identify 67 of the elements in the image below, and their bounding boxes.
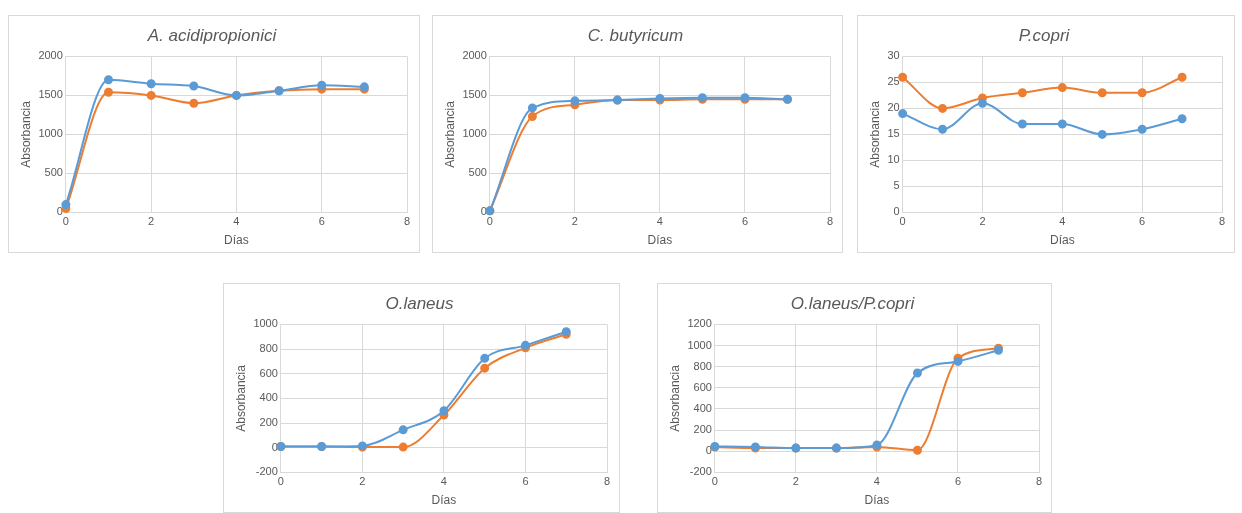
x-tick-label: 6 (522, 475, 529, 488)
y-tick-label: 600 (259, 366, 278, 379)
chart-title: P.copri (1018, 25, 1071, 45)
chart-title: C. butyricum (587, 25, 684, 45)
y-tick-label: -200 (255, 465, 278, 478)
y-tick-label: 500 (44, 166, 63, 179)
y-tick-label: 0 (893, 205, 900, 218)
y-tick-label: 15 (887, 127, 900, 140)
y-tick-label: 1000 (687, 338, 712, 351)
y-tick-label: 800 (693, 359, 712, 372)
chart-title: A. acidipropionici (146, 25, 278, 45)
y-tick-label: 0 (480, 205, 487, 218)
x-tick-label: 2 (792, 475, 799, 488)
y-axis-title: Absorbancia (233, 364, 248, 432)
y-axis-title: Absorbancia (867, 100, 882, 168)
x-tick-label: 2 (979, 215, 986, 228)
chart-title: O.laneus (385, 293, 455, 313)
x-tick-label: 8 (403, 215, 411, 228)
x-axis-title: Días (647, 233, 673, 248)
y-tick-label: 500 (468, 166, 487, 179)
x-axis-title: Días (1049, 233, 1075, 248)
y-tick-label: 0 (705, 444, 712, 457)
y-axis-title: Absorbancia (442, 100, 457, 168)
x-tick-label: 6 (318, 215, 325, 228)
x-axis-title: Días (224, 233, 249, 248)
y-tick-label: 20 (887, 101, 900, 114)
y-tick-label: 600 (693, 380, 712, 393)
y-tick-label: 1200 (687, 317, 712, 330)
x-tick-label: 6 (954, 475, 962, 488)
y-tick-label: 1500 (462, 88, 487, 101)
y-tick-label: 400 (259, 391, 278, 404)
x-tick-label: 4 (873, 475, 880, 488)
y-tick-label: -200 (689, 465, 712, 478)
x-axis-title: Días (431, 493, 457, 508)
x-tick-label: 2 (359, 475, 366, 488)
x-tick-label: 4 (1059, 215, 1066, 228)
y-tick-label: 10 (887, 153, 900, 166)
y-tick-label: 0 (271, 440, 278, 453)
y-tick-label: 1500 (38, 88, 63, 101)
y-tick-label: 2000 (462, 49, 487, 62)
y-tick-label: 30 (887, 49, 900, 62)
y-tick-label: 400 (693, 402, 712, 414)
x-tick-label: 2 (571, 215, 578, 228)
chart-title: O.laneus/P.copri (790, 293, 916, 313)
y-tick-label: 5 (893, 179, 900, 192)
x-tick-label: 8 (1218, 215, 1226, 228)
x-tick-label: 4 (440, 475, 447, 488)
y-axis-title: Absorbancia (667, 364, 682, 432)
y-tick-label: 1000 (38, 127, 63, 140)
x-tick-label: 4 (656, 215, 663, 228)
y-tick-label: 1000 (462, 127, 487, 140)
y-tick-label: 200 (259, 416, 278, 429)
x-tick-label: 8 (826, 215, 834, 228)
y-tick-label: 25 (887, 75, 900, 88)
x-tick-label: 4 (233, 215, 240, 228)
x-axis-title: Días (864, 493, 890, 508)
x-tick-label: 6 (1139, 215, 1146, 228)
x-tick-label: 8 (1035, 475, 1043, 488)
y-axis-title: Absorbancia (18, 100, 33, 168)
x-tick-label: 6 (741, 215, 749, 228)
y-tick-label: 1000 (253, 317, 278, 330)
y-tick-label: 0 (56, 205, 63, 218)
x-tick-label: 8 (603, 475, 611, 488)
y-tick-label: 2000 (38, 49, 63, 62)
y-tick-label: 800 (259, 342, 278, 355)
x-tick-label: 2 (148, 215, 155, 228)
y-tick-label: 200 (693, 423, 712, 436)
